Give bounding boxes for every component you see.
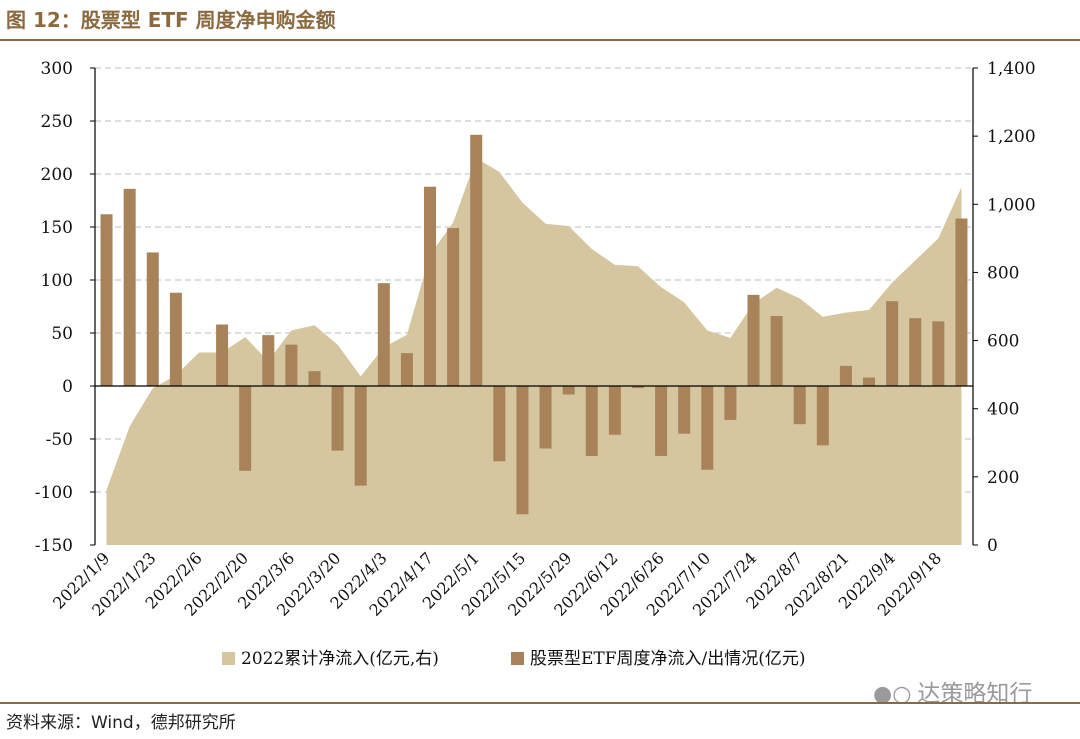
flow-bar <box>123 188 136 386</box>
flow-bar <box>424 186 437 386</box>
flow-bar <box>932 321 945 386</box>
left-tick-label: -150 <box>35 536 73 556</box>
left-tick-label: -100 <box>35 483 73 503</box>
flow-bar <box>146 252 159 386</box>
left-tick-label: -50 <box>46 430 73 450</box>
etf-flow-chart: -150 -100 -50 0 50 100 150 200 250 300 0 200 400 600… <box>35 59 1036 669</box>
flow-bar <box>655 386 668 456</box>
right-axis-tick-labels: 0 200 400 600 800 1,000 1,200 1,400 <box>987 59 1036 556</box>
figure-title: 图 12：股票型 ETF 周度净申购金额 <box>6 8 336 32</box>
right-tick-label: 1,400 <box>987 59 1036 79</box>
source-note: 资料来源：Wind，德邦研究所 <box>6 713 236 733</box>
left-tick-label: 250 <box>41 112 73 132</box>
flow-bar <box>377 283 390 386</box>
flow-bar <box>793 386 806 425</box>
flow-bar <box>770 316 783 386</box>
chart-legend: 2022累计净流入(亿元,右) 股票型ETF周度净流入/出情况(亿元) <box>222 649 806 669</box>
flow-bar <box>608 386 621 435</box>
flow-bar <box>747 294 760 386</box>
flow-bar <box>308 371 321 386</box>
flow-bar <box>678 386 691 434</box>
flow-bar <box>585 386 598 456</box>
flow-bar <box>724 386 737 420</box>
flow-bar <box>701 386 714 470</box>
flow-bar <box>447 228 460 386</box>
flow-bar <box>816 386 829 446</box>
left-tick-label: 0 <box>62 377 73 397</box>
flow-bar <box>839 365 852 386</box>
x-axis-tick-labels: 2022/1/92022/1/232022/2/62022/2/202022/3… <box>49 548 945 619</box>
flow-bar <box>470 134 483 386</box>
flow-bar <box>100 214 113 386</box>
right-tick-label: 200 <box>987 468 1019 488</box>
weekly-flow-bar-series <box>100 134 968 515</box>
flow-bar <box>863 377 876 386</box>
cumulative-area <box>106 158 962 545</box>
flow-bar <box>886 301 899 386</box>
flow-bar <box>285 344 298 386</box>
flow-bar <box>516 386 529 515</box>
cumulative-area-series <box>106 158 962 545</box>
left-tick-label: 150 <box>41 218 73 238</box>
legend-label-area: 2022累计净流入(亿元,右) <box>241 649 439 669</box>
flow-bar <box>400 353 413 386</box>
title-rule <box>0 39 1080 41</box>
left-axis-tick-labels: -150 -100 -50 0 50 100 150 200 250 300 <box>35 59 73 556</box>
flow-bar <box>169 292 182 386</box>
right-tick-label: 0 <box>987 536 998 556</box>
flow-bar <box>562 386 575 395</box>
legend-label-bar: 股票型ETF周度净流入/出情况(亿元) <box>530 649 806 669</box>
footer-rule <box>0 702 1080 704</box>
flow-bar <box>354 386 367 486</box>
legend-swatch-bar <box>511 652 524 665</box>
left-tick-label: 200 <box>41 165 73 185</box>
flow-bar <box>631 386 644 389</box>
flow-bar <box>262 335 275 386</box>
flow-bar <box>331 386 344 451</box>
legend-swatch-area <box>222 652 235 665</box>
flow-bar <box>539 386 552 449</box>
right-tick-label: 400 <box>987 400 1019 420</box>
right-tick-label: 800 <box>987 263 1019 283</box>
flow-bar <box>909 318 922 386</box>
flow-bar <box>239 386 252 471</box>
flow-bar <box>216 324 229 386</box>
right-tick-label: 1,200 <box>987 127 1036 147</box>
flow-bar <box>955 218 968 386</box>
left-tick-label: 100 <box>41 271 73 291</box>
flow-bar <box>493 386 506 462</box>
left-tick-label: 300 <box>41 59 73 79</box>
right-tick-label: 1,000 <box>987 195 1036 215</box>
right-tick-label: 600 <box>987 332 1019 352</box>
axes <box>90 67 978 546</box>
left-tick-label: 50 <box>51 324 73 344</box>
